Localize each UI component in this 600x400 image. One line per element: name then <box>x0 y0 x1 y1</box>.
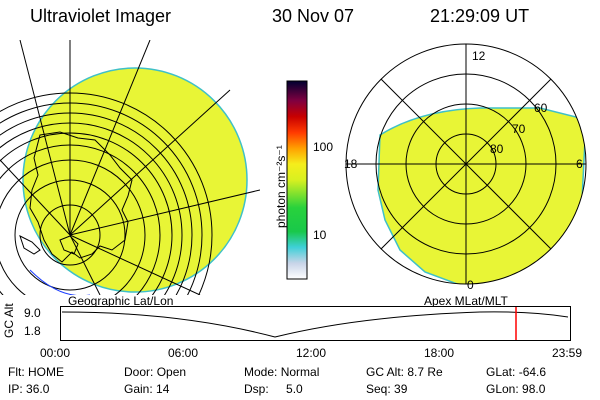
dsp-label: Dsp: <box>244 382 269 396</box>
altitude-curve <box>61 311 569 338</box>
door-label: Door: <box>124 365 154 379</box>
x-tick-2359: 23:59 <box>552 346 583 360</box>
ip-label: IP: <box>8 382 23 396</box>
mlt-label-12: 12 <box>472 49 486 63</box>
colorbar-tick-10: 10 <box>313 228 327 242</box>
altitude-plot <box>60 306 571 341</box>
geographic-image-panel <box>0 40 260 295</box>
mode-value: Normal <box>280 365 320 379</box>
seq-status: Seq: 39 <box>366 382 407 396</box>
color-scale-bar <box>286 80 308 280</box>
x-tick-1800: 18:00 <box>424 346 455 360</box>
mlt-label-6: 6 <box>576 157 583 171</box>
seq-label: Seq: <box>366 382 391 396</box>
gcalt-status: GC Alt: 8.7 Re <box>366 365 443 379</box>
door-value: Open <box>156 365 187 379</box>
magnetic-polar-panel: 12 18 6 0 60 70 80 <box>344 43 587 292</box>
gcalt-label: GC Alt: <box>366 365 405 379</box>
mlt-label-18: 18 <box>344 157 358 171</box>
altitude-axis-label: GC Alt <box>2 303 16 338</box>
dsp-status: Dsp: 5.0 <box>244 382 303 396</box>
coastline-peninsula <box>19 235 41 255</box>
geographic-label: Geographic Lat/Lon <box>68 294 174 308</box>
x-tick-0600: 06:00 <box>168 346 199 360</box>
altitude-y-max: 9.0 <box>24 306 41 320</box>
x-tick-0000: 00:00 <box>40 346 71 360</box>
dsp-value: 5.0 <box>286 382 303 396</box>
flt-label: Flt: <box>8 365 25 379</box>
apex-label: Apex MLat/MLT <box>424 294 508 308</box>
glat-value: -64.6 <box>518 365 547 379</box>
glon-status: GLon: 98.0 <box>486 382 545 396</box>
mlt-spokes <box>346 44 586 284</box>
ip-status: IP: 36.0 <box>8 382 49 396</box>
mlat-label-60: 60 <box>534 101 548 115</box>
ip-value: 36.0 <box>26 382 50 396</box>
colorbar-tick-100: 100 <box>313 140 334 154</box>
auroral-image-fill <box>377 107 586 284</box>
gain-value: 14 <box>156 382 170 396</box>
mlat-label-80: 80 <box>490 142 504 156</box>
glat-label: GLat: <box>486 365 516 379</box>
flt-value: HOME <box>28 365 65 379</box>
x-tick-1200: 12:00 <box>296 346 327 360</box>
coastline-outline <box>29 131 133 263</box>
terminator-line <box>29 269 90 295</box>
gain-status: Gain: 14 <box>124 382 169 396</box>
time-label: 21:29:09 UT <box>430 6 530 26</box>
date-label: 30 Nov 07 <box>272 6 355 26</box>
glon-value: 98.0 <box>522 382 546 396</box>
mlat-label-70: 70 <box>512 122 526 136</box>
glat-status: GLat: -64.6 <box>486 365 546 379</box>
instrument-title: Ultraviolet Imager <box>30 6 172 26</box>
mode-label: Mode: <box>244 365 278 379</box>
glon-label: GLon: <box>486 382 519 396</box>
altitude-y-min: 1.8 <box>24 324 41 338</box>
gcalt-value: 8.7 Re <box>407 365 443 379</box>
flt-status: Flt: HOME <box>8 365 64 379</box>
geographic-image-disk <box>22 67 248 293</box>
mode-status: Mode: Normal <box>244 365 319 379</box>
gain-label: Gain: <box>124 382 153 396</box>
coastline-island <box>59 235 79 255</box>
meridian-lines <box>0 40 260 295</box>
seq-value: 39 <box>394 382 408 396</box>
door-status: Door: Open <box>124 365 186 379</box>
colorbar-unit-label: photon cm⁻²s⁻¹ <box>274 145 288 228</box>
mlt-label-0: 0 <box>467 278 474 292</box>
